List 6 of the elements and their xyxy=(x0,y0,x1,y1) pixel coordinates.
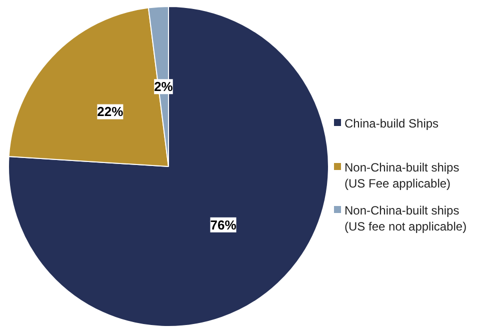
data-label: 76% xyxy=(210,217,237,232)
data-label: 22% xyxy=(97,104,124,120)
legend-label: Non-China-built ships (US fee not applicable) xyxy=(344,204,467,234)
legend-label: Non-China-built ships (US Fee applicable) xyxy=(344,160,460,191)
data-label: 2% xyxy=(154,79,174,94)
legend-label: China-build Ships xyxy=(344,116,439,130)
